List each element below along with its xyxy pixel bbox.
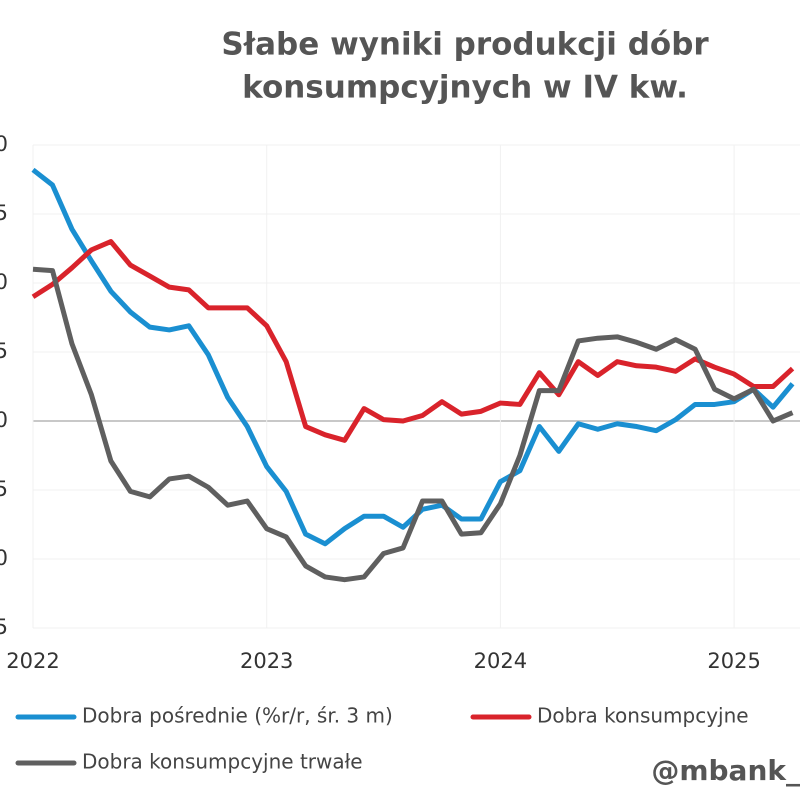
y-tick-label: -15 — [0, 615, 8, 639]
y-tick-label: 0 — [0, 408, 8, 432]
y-tick-label: 20 — [0, 132, 8, 156]
chart-title: konsumpcyjnych w IV kw. — [242, 70, 688, 106]
chart-title: Słabe wyniki produkcji dóbr — [221, 27, 709, 63]
y-tick-label: -10 — [0, 546, 8, 570]
watermark: @mbank_ — [651, 754, 800, 787]
series-line — [32, 266, 794, 583]
series-line — [31, 167, 795, 547]
y-tick-label: 10 — [0, 270, 8, 294]
legend-label: Dobra konsumpcyjne trwałe — [82, 750, 363, 774]
legend-label: Dobra pośrednie (%r/r, śr. 3 m) — [82, 704, 393, 728]
x-tick-label: 2023 — [240, 649, 293, 673]
legend-label: Dobra konsumpcyjne — [537, 704, 749, 728]
y-tick-label: 5 — [0, 339, 8, 363]
y-tick-label: -5 — [0, 477, 8, 501]
x-tick-label: 2022 — [6, 649, 59, 673]
series-line — [31, 239, 795, 443]
x-tick-label: 2024 — [474, 649, 527, 673]
x-tick-label: 2025 — [707, 649, 760, 673]
y-tick-label: 15 — [0, 201, 8, 225]
